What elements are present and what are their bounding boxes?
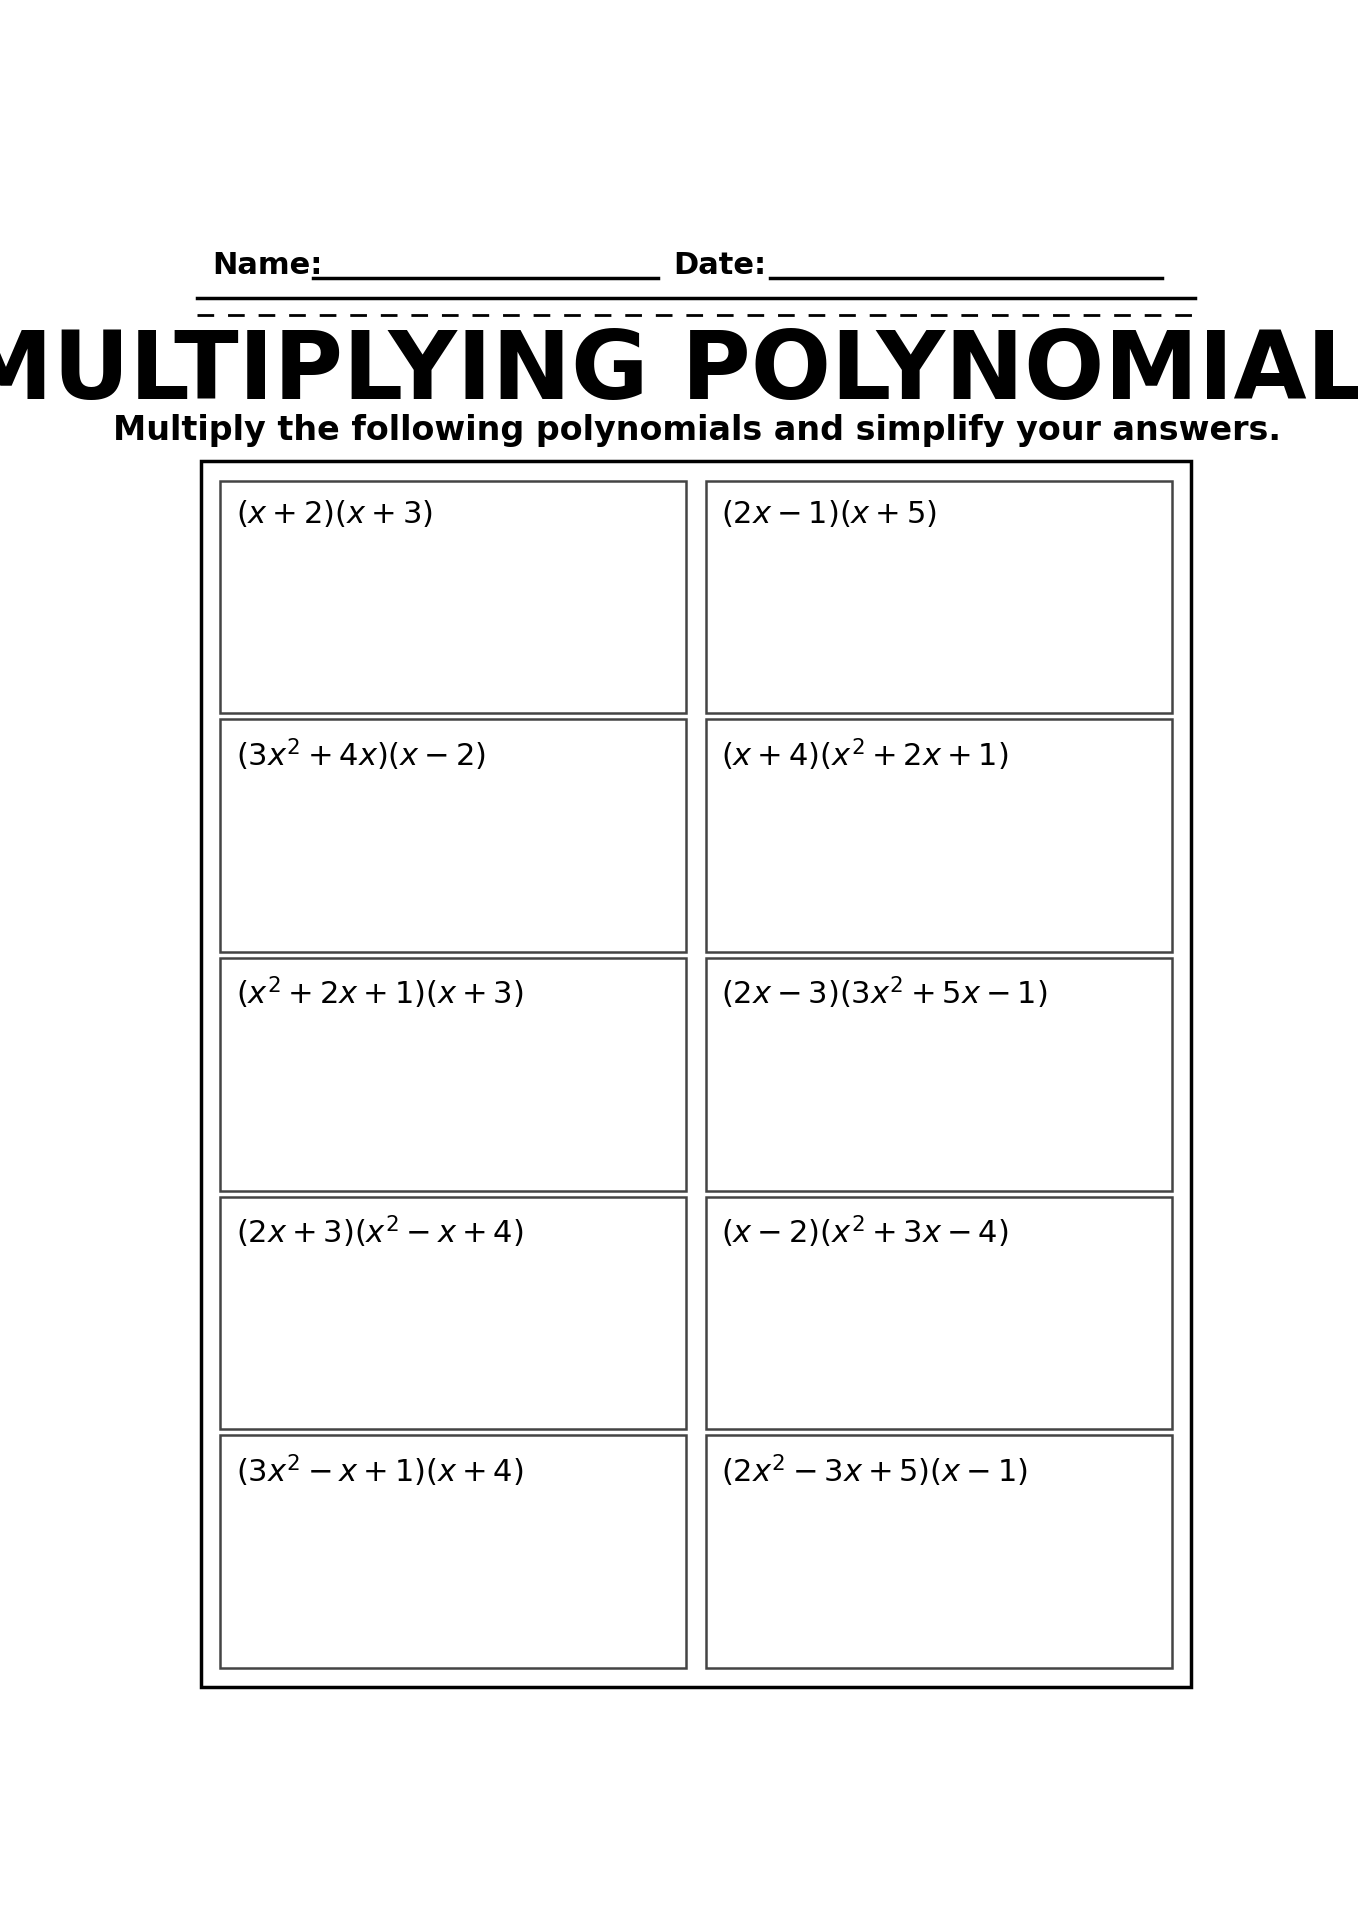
Text: Date:: Date: [674,250,767,280]
Bar [220,1436,686,1668]
Text: $(x + 4)(x^2+ 2x +1)$: $(x + 4)(x^2+ 2x +1)$ [721,735,1009,772]
Bar [706,1196,1172,1428]
Text: $(x - 2)(x^2+3x - 4)$: $(x - 2)(x^2+3x - 4)$ [721,1213,1009,1250]
Bar [706,480,1172,712]
Bar [220,720,686,952]
Bar [706,1436,1172,1668]
Bar [220,480,686,712]
Text: $(x + 2)(x + 3)$: $(x + 2)(x + 3)$ [236,497,432,528]
Text: MULTIPLYING POLYNOMIALS: MULTIPLYING POLYNOMIALS [0,326,1358,419]
Text: $(2x - 1)(x + 5)$: $(2x - 1)(x + 5)$ [721,497,937,528]
Bar [220,958,686,1190]
Bar [220,1196,686,1428]
Text: $(2x^2- 3x + 5)(x - 1)$: $(2x^2- 3x + 5)(x - 1)$ [721,1452,1028,1488]
Text: $(3x^2+ 4x)(x - 2)$: $(3x^2+ 4x)(x - 2)$ [236,735,486,772]
Text: $(2x - 3)(3x^2+5x - 1)$: $(2x - 3)(3x^2+5x - 1)$ [721,975,1047,1012]
Text: Name:: Name: [212,250,323,280]
Text: Multiply the following polynomials and simplify your answers.: Multiply the following polynomials and s… [113,415,1281,447]
Bar [706,720,1172,952]
Bar [706,958,1172,1190]
Text: $(x^2+ 2x + 1)(x + 3)$: $(x^2+ 2x + 1)(x + 3)$ [236,975,523,1012]
Text: $(3x^2- x + 1)(x + 4)$: $(3x^2- x + 1)(x + 4)$ [236,1452,523,1488]
Text: $(2x + 3)(x^2- x + 4)$: $(2x + 3)(x^2- x + 4)$ [236,1213,523,1250]
Bar [201,461,1191,1688]
